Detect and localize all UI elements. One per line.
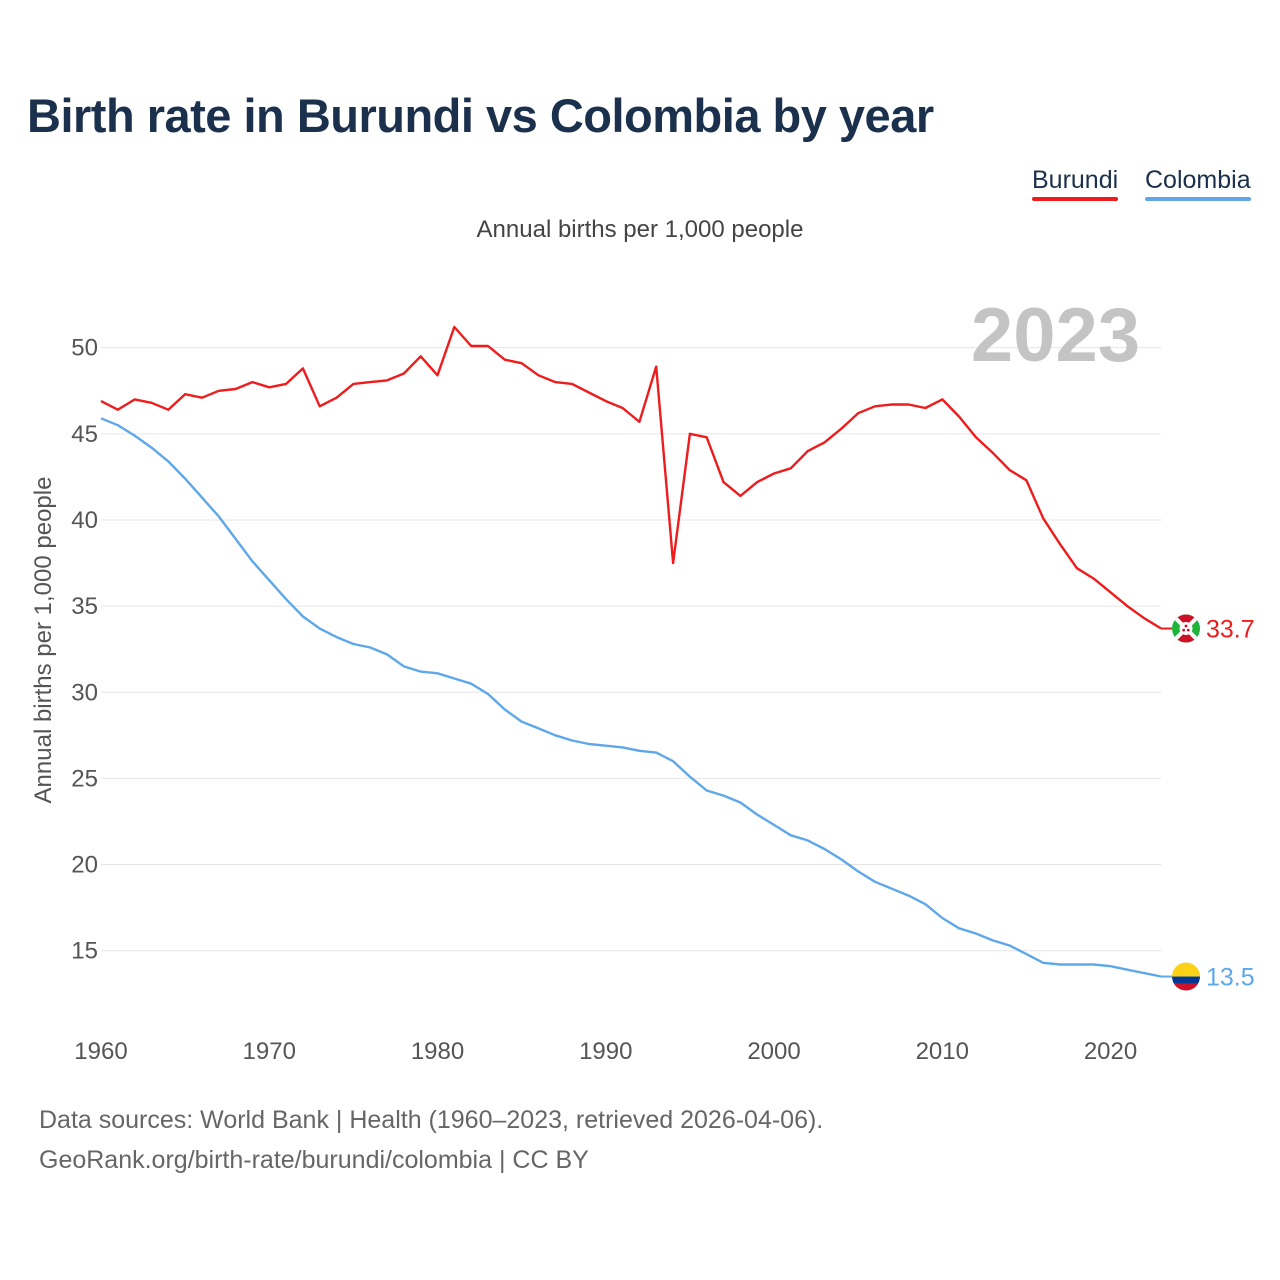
x-tick-label-2010: 2010: [916, 1038, 969, 1065]
series-line-colombia: [100, 417, 1162, 978]
y-axis-label: Annual births per 1,000 people: [30, 477, 57, 804]
axis-layer: 15 20 25 30 35 40 45 50 1960 1970 1980 1990 2000 2010…: [71, 335, 1137, 1065]
flag-icon-colombia: [1172, 962, 1200, 991]
legend-label-colombia: Colombia: [1145, 166, 1251, 194]
flag-field-burundi: [1172, 614, 1200, 643]
flag-stripe-yellow: [1172, 962, 1200, 977]
y-tick-label-50: 50: [71, 335, 98, 362]
footer-url[interactable]: GeoRank.org/birth-rate/burundi/colombia …: [39, 1146, 589, 1174]
flag-stripe-red: [1172, 983, 1200, 991]
legend-swatch-burundi: [1032, 197, 1119, 201]
page-title: Birth rate in Burundi vs Colombia by yea…: [27, 89, 934, 142]
x-tick-label-2000: 2000: [747, 1038, 800, 1065]
y-tick-label-25: 25: [71, 765, 98, 792]
y-tick-label-35: 35: [71, 593, 98, 620]
flag-stripes-colombia: [1172, 962, 1200, 991]
y-tick-label-45: 45: [71, 421, 98, 448]
year-watermark: 2023: [971, 293, 1140, 378]
flag-stripe-blue: [1172, 976, 1200, 984]
flag-star-1: [1184, 624, 1188, 628]
x-tick-label-1980: 1980: [411, 1038, 464, 1065]
footer-source: Data sources: World Bank | Health (1960–…: [39, 1106, 824, 1134]
x-tick-label-1960: 1960: [74, 1038, 127, 1065]
flag-center-disc: [1179, 622, 1193, 636]
y-tick-label-20: 20: [71, 852, 98, 879]
x-tick-label-2020: 2020: [1084, 1038, 1137, 1065]
series-layer: [100, 325, 1162, 978]
x-tick-label-1970: 1970: [243, 1038, 296, 1065]
series-line-burundi: [100, 325, 1162, 630]
legend-swatch-colombia: [1145, 197, 1251, 201]
chart-subtitle: Annual births per 1,000 people: [476, 216, 804, 243]
flag-triangle-top: [1172, 614, 1200, 629]
flag-icon-burundi: [1172, 614, 1200, 643]
y-tick-label-40: 40: [71, 507, 98, 534]
legend-label-burundi: Burundi: [1032, 166, 1119, 194]
grid-layer: [101, 347, 1161, 952]
y-tick-label-30: 30: [71, 679, 98, 706]
end-marker-layer: 33.7 13.5: [1161, 614, 1255, 992]
end-value-label-burundi: 33.7: [1206, 616, 1255, 644]
flag-star-2: [1182, 628, 1186, 632]
legend-item-burundi[interactable]: Burundi: [1032, 166, 1119, 201]
legend-item-colombia[interactable]: Colombia: [1145, 166, 1251, 201]
flag-star-3: [1186, 628, 1190, 632]
y-tick-label-15: 15: [71, 938, 98, 965]
flag-triangle-bottom: [1172, 628, 1200, 643]
x-tick-label-1990: 1990: [579, 1038, 632, 1065]
end-value-label-colombia: 13.5: [1206, 964, 1255, 992]
